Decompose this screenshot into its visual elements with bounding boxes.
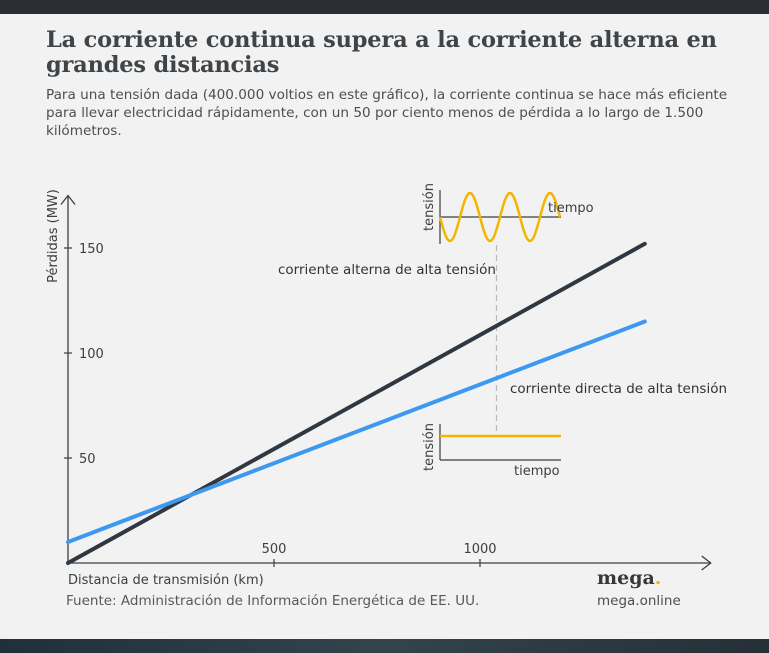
brand-logo: mega.	[597, 567, 661, 589]
annotation-labels: corriente alterna de alta tensión corrien…	[278, 262, 727, 397]
chart-title: La corriente continua supera a la corrie…	[46, 27, 717, 78]
source-note: Fuente: Administración de Información En…	[66, 593, 480, 609]
inset-dc-y-label: tensión	[422, 423, 437, 471]
inset-ac-x-label: tiempo	[548, 201, 594, 216]
ticks: 150 100 50 500 1000	[64, 242, 497, 567]
series-line-0	[66, 241, 647, 565]
x-tick-label: 1000	[463, 542, 496, 557]
inset-ac-y-label: tensión	[422, 183, 437, 231]
y-tick-label: 150	[79, 242, 104, 257]
brand-url[interactable]: mega.online	[597, 593, 681, 609]
x-tick-label: 500	[262, 542, 287, 557]
y-axis-arrow	[60, 194, 76, 205]
label-dc: corriente directa de alta tensión	[510, 381, 727, 397]
inset-ac-wave	[438, 191, 562, 243]
series-lines	[66, 241, 647, 565]
series-line-1	[66, 319, 647, 544]
y-tick-label: 100	[79, 347, 104, 362]
chart-card	[0, 14, 769, 639]
brand-dot: .	[654, 567, 662, 589]
waveform-insets: tiempo tensión tiempo tensión	[422, 183, 594, 479]
y-axis-title: Pérdidas (MW)	[46, 189, 61, 283]
chart-subtitle: Para una tensión dada (400.000 voltios e…	[46, 87, 728, 139]
brand-name: mega	[597, 567, 655, 589]
label-ac: corriente alterna de alta tensión	[278, 262, 496, 278]
y-tick-label: 50	[79, 452, 96, 467]
inset-dc-x-label: tiempo	[514, 464, 560, 479]
bottom-bar	[0, 639, 769, 653]
axes: Distancia de transmisión (km) Pérdidas (M…	[46, 189, 712, 588]
x-axis-title: Distancia de transmisión (km)	[68, 573, 264, 588]
x-axis-arrow	[701, 555, 712, 571]
